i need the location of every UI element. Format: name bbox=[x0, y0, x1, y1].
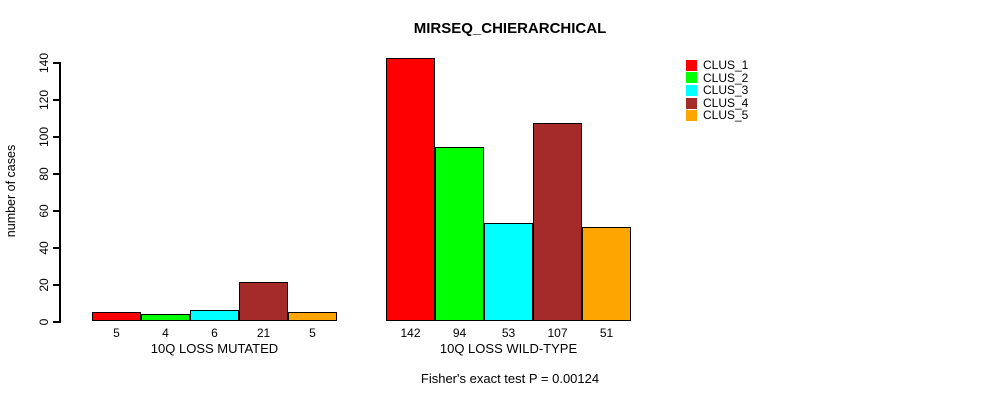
legend-label: CLUS_2 bbox=[703, 70, 749, 85]
legend-label: CLUS_3 bbox=[703, 83, 749, 98]
legend-label: CLUS_1 bbox=[703, 58, 749, 72]
y-axis-tick-label: 40 bbox=[37, 241, 51, 255]
y-axis-label: number of cases bbox=[4, 144, 18, 238]
legend: CLUS_1 CLUS_2 CLUS_3 CLUS_4 CLUS_5 bbox=[686, 59, 748, 122]
chart-title: MIRSEQ_CHIERARCHICAL bbox=[413, 20, 607, 37]
bar-clus_2-group2 bbox=[435, 147, 484, 321]
bar-value-label: 21 bbox=[256, 326, 271, 340]
y-axis-tick bbox=[53, 173, 59, 175]
y-axis-tick bbox=[53, 210, 59, 212]
y-axis-tick bbox=[53, 62, 59, 64]
legend-swatch-clus_5 bbox=[686, 110, 697, 122]
legend-swatch-clus_2 bbox=[686, 72, 697, 84]
bar-clus_5-group1 bbox=[288, 311, 337, 321]
group-label-2: 10Q LOSS WILD-TYPE bbox=[439, 341, 578, 356]
legend-row-clus_1: CLUS_1 bbox=[686, 59, 748, 72]
y-axis-tick bbox=[53, 136, 59, 138]
group-label-1: 10Q LOSS MUTATED bbox=[150, 341, 279, 356]
legend-swatch-clus_3 bbox=[686, 84, 697, 96]
bar-clus_4-group2 bbox=[533, 123, 582, 321]
legend-label: CLUS_5 bbox=[703, 108, 749, 123]
y-axis-tick-label: 120 bbox=[37, 89, 51, 110]
bar-clus_5-group2 bbox=[582, 226, 631, 321]
y-axis-tick-label: 0 bbox=[37, 318, 51, 326]
bar-value-label: 4 bbox=[162, 326, 169, 340]
bar-clus_3-group1 bbox=[190, 309, 239, 321]
y-axis-tick-label: 20 bbox=[37, 278, 51, 292]
y-axis-tick-label: 140 bbox=[37, 52, 51, 73]
bar-clus_2-group1 bbox=[141, 313, 190, 321]
bar-value-label: 53 bbox=[501, 326, 516, 340]
bar-value-label: 142 bbox=[400, 326, 421, 340]
bar-value-label: 5 bbox=[113, 326, 120, 340]
bar-value-label: 6 bbox=[211, 326, 218, 340]
fisher-test-caption: Fisher's exact test P = 0.00124 bbox=[420, 371, 600, 386]
bar-value-label: 51 bbox=[599, 326, 614, 340]
legend-row-clus_4: CLUS_4 bbox=[686, 97, 748, 110]
legend-swatch-clus_1 bbox=[686, 59, 697, 71]
y-axis-tick-label: 100 bbox=[37, 126, 51, 147]
y-axis-tick bbox=[53, 247, 59, 249]
y-axis-tick bbox=[53, 321, 59, 323]
bar-clus_1-group2 bbox=[386, 58, 435, 321]
legend-swatch-clus_4 bbox=[686, 97, 697, 109]
legend-row-clus_5: CLUS_5 bbox=[686, 109, 748, 122]
bar-value-label: 5 bbox=[309, 326, 316, 340]
bar-value-label: 107 bbox=[547, 326, 568, 340]
legend-row-clus_2: CLUS_2 bbox=[686, 70, 749, 85]
legend-row-clus_3: CLUS_3 bbox=[686, 84, 748, 97]
bar-clus_1-group1 bbox=[92, 311, 141, 321]
y-axis-tick bbox=[53, 99, 59, 101]
bar-clus_4-group1 bbox=[239, 282, 288, 321]
y-axis-tick bbox=[53, 284, 59, 286]
y-axis-tick-label: 60 bbox=[37, 204, 51, 218]
y-axis-line bbox=[59, 62, 61, 323]
y-axis-tick-label: 80 bbox=[37, 167, 51, 181]
bar-value-label: 94 bbox=[452, 326, 467, 340]
legend-label: CLUS_4 bbox=[703, 95, 749, 110]
bar-clus_3-group2 bbox=[484, 222, 533, 321]
